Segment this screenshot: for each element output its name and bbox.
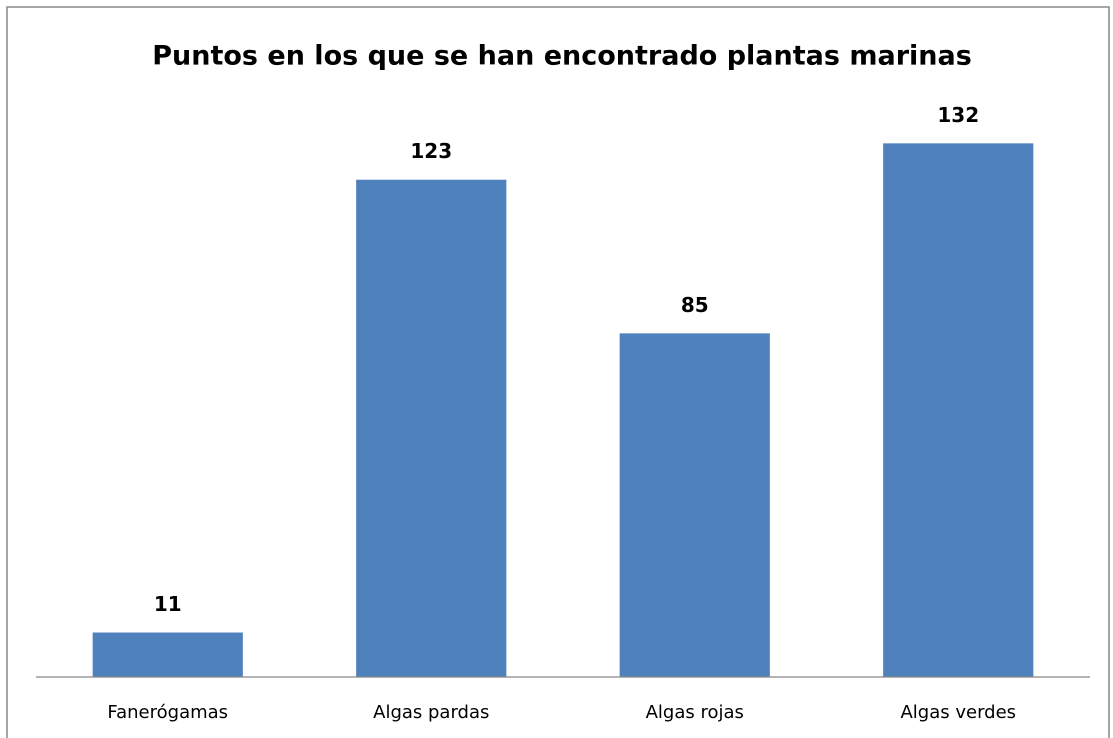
x-tick-label: Fanerógamas — [107, 702, 228, 723]
bar — [619, 333, 770, 677]
bar — [883, 143, 1034, 678]
bar — [92, 632, 243, 677]
x-tick-label: Algas rojas — [646, 702, 744, 723]
x-tick-label: Algas verdes — [900, 702, 1016, 723]
chart-title: Puntos en los que se han encontrado plan… — [152, 41, 972, 72]
value-label: 85 — [681, 293, 709, 317]
value-label: 11 — [154, 592, 182, 616]
bar — [356, 179, 507, 677]
x-tick-label: Algas pardas — [373, 702, 489, 723]
value-label: 132 — [937, 103, 979, 127]
value-label: 123 — [410, 139, 452, 163]
